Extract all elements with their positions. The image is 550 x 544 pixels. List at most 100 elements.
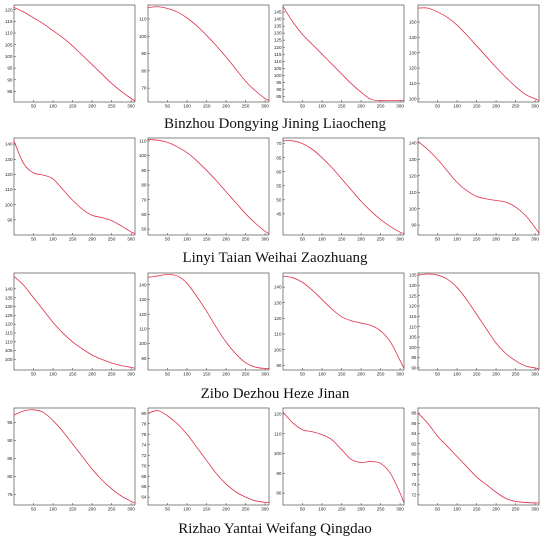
chart-frame [147, 4, 270, 103]
y-tick-label: 125 [274, 38, 282, 43]
x-tick-label: 50 [165, 104, 171, 109]
x-tick-label: 250 [242, 104, 250, 109]
y-tick-label: 130 [409, 283, 417, 288]
y-tick-label: 105 [409, 335, 417, 340]
x-tick-label: 250 [512, 372, 520, 377]
chart-frame [282, 137, 405, 236]
y-tick-label: 130 [409, 157, 417, 162]
y-tick-label: 100 [409, 206, 417, 211]
y-tick-label: 150 [409, 20, 417, 25]
y-tick-label: 90 [276, 363, 282, 368]
y-tick-label: 100 [5, 202, 13, 207]
y-tick-label: 105 [5, 348, 13, 353]
y-tick-label: 130 [274, 300, 282, 305]
y-tick-label: 120 [409, 173, 417, 178]
x-tick-label: 200 [357, 372, 365, 377]
y-tick-label: 140 [274, 17, 282, 22]
y-tick-label: 90 [141, 51, 147, 56]
x-tick-label: 300 [396, 104, 404, 109]
chart-zaozhuang: 50 100 150 200 250 300 90 100 110 120 130 140 [409, 137, 540, 242]
chart-liaocheng: 50 100 150 200 250 300 100 110 120 130 140 150 [409, 4, 540, 109]
y-tick-label: 110 [274, 332, 282, 337]
caption-row-1: Binzhou Dongying Jining Liaocheng [163, 116, 387, 132]
y-tick-label: 110 [409, 324, 417, 329]
chart-frame [282, 272, 405, 371]
y-tick-label: 135 [409, 273, 417, 278]
x-tick-label: 100 [183, 372, 191, 377]
chart-frame [282, 4, 405, 103]
y-tick-label: 60 [276, 169, 282, 174]
y-tick-label: 115 [409, 314, 417, 319]
y-tick-label: 90 [141, 168, 147, 173]
y-tick-label: 130 [5, 157, 13, 162]
y-tick-label: 110 [139, 139, 147, 144]
y-tick-label: 110 [5, 31, 13, 36]
y-tick-label: 80 [411, 452, 417, 457]
x-tick-label: 150 [69, 104, 77, 109]
x-tick-label: 200 [222, 104, 230, 109]
y-tick-label: 74 [141, 442, 147, 447]
y-tick-label: 50 [276, 197, 282, 202]
chart-dezhou: 50 100 150 200 250 300 90 100 110 120 130 140 [139, 272, 269, 377]
y-tick-label: 80 [141, 183, 147, 188]
x-tick-label: 200 [88, 507, 96, 512]
y-tick-label: 95 [7, 420, 13, 425]
series-line-jinan [417, 273, 540, 370]
y-tick-label: 90 [411, 223, 417, 228]
y-tick-label: 110 [274, 59, 282, 64]
x-tick-label: 250 [512, 104, 520, 109]
chart-frame [417, 137, 540, 236]
series-line-binzhou [13, 6, 136, 102]
y-tick-label: 130 [274, 31, 282, 36]
y-tick-label: 130 [5, 304, 13, 309]
x-tick-label: 300 [531, 237, 539, 242]
x-tick-label: 300 [531, 104, 539, 109]
chart-frame [147, 407, 270, 506]
y-tick-label: 80 [141, 68, 147, 73]
y-tick-label: 95 [276, 80, 282, 85]
x-tick-label: 250 [108, 372, 116, 377]
x-tick-label: 150 [203, 372, 211, 377]
series-line-weihai [282, 140, 405, 234]
x-tick-label: 100 [183, 237, 191, 242]
y-tick-label: 95 [411, 355, 417, 360]
x-tick-label: 100 [49, 507, 57, 512]
series-line-liaocheng [417, 7, 540, 101]
y-tick-label: 130 [139, 297, 147, 302]
x-tick-label: 200 [492, 104, 500, 109]
x-tick-label: 300 [127, 507, 135, 512]
x-tick-label: 200 [492, 372, 500, 377]
chart-taian: 50 100 150 200 250 300 50 60 70 80 90 100 110 [139, 137, 270, 242]
x-tick-label: 250 [377, 237, 385, 242]
series-line-weifang [282, 411, 405, 504]
x-tick-label: 150 [473, 507, 481, 512]
chart-weihai: 50 100 150 200 250 300 45 50 55 60 65 70 [276, 137, 405, 242]
chart-frame [147, 137, 270, 236]
x-tick-label: 50 [300, 104, 306, 109]
y-tick-label: 80 [141, 411, 147, 416]
x-tick-label: 50 [300, 372, 306, 377]
series-line-linyi [13, 140, 136, 234]
x-tick-label: 50 [165, 237, 171, 242]
x-tick-label: 300 [396, 507, 404, 512]
y-tick-label: 74 [411, 482, 417, 487]
y-tick-label: 105 [274, 66, 282, 71]
y-tick-label: 100 [409, 345, 417, 350]
y-tick-label: 140 [139, 282, 147, 287]
x-tick-label: 200 [88, 104, 96, 109]
y-tick-label: 90 [7, 438, 13, 443]
x-tick-label: 300 [396, 372, 404, 377]
chart-frame [13, 407, 136, 506]
x-tick-label: 150 [203, 104, 211, 109]
y-tick-label: 70 [276, 141, 282, 146]
chart-linyi: 50 100 150 200 250 300 90 100 110 120 130 140 [5, 137, 136, 242]
y-tick-label: 80 [7, 474, 13, 479]
y-tick-label: 140 [5, 142, 13, 147]
y-tick-label: 115 [5, 331, 13, 336]
y-tick-label: 72 [141, 453, 147, 458]
x-tick-label: 150 [473, 237, 481, 242]
y-tick-label: 78 [411, 462, 417, 467]
series-line-yantai [147, 410, 270, 503]
y-tick-label: 100 [274, 73, 282, 78]
